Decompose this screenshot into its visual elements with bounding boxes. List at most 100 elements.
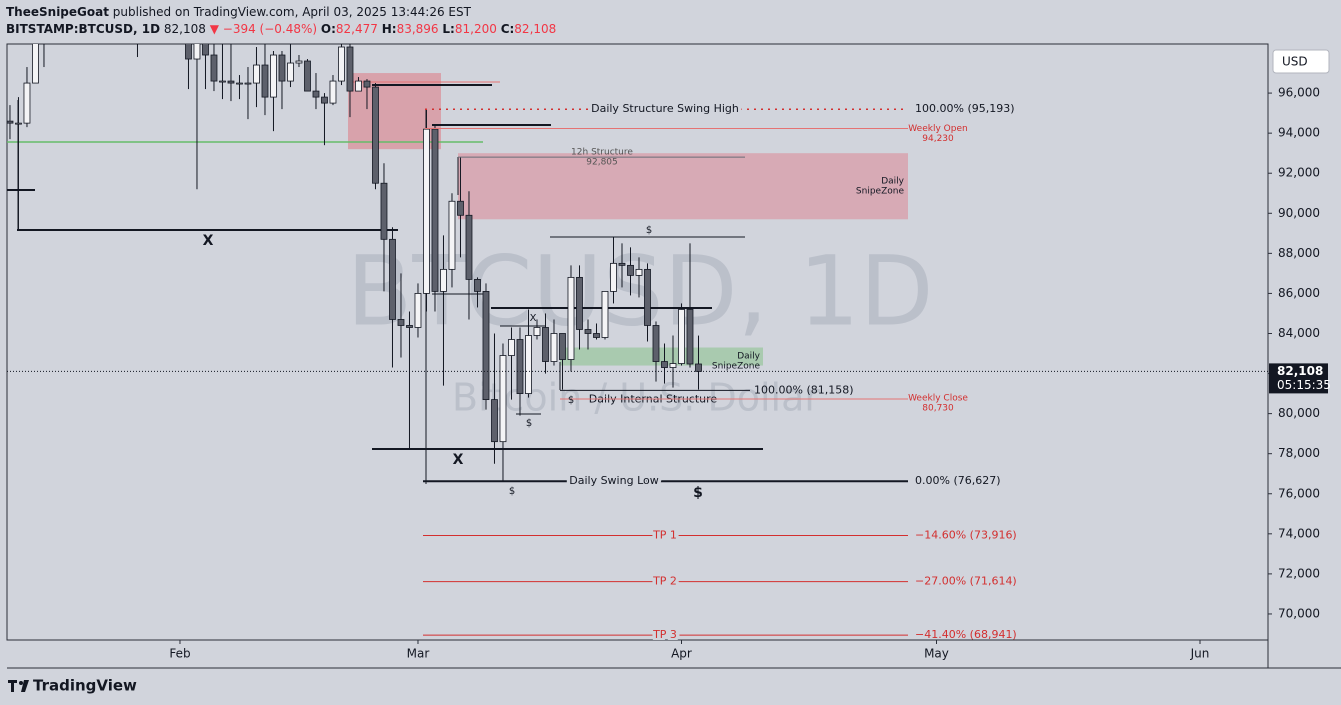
level-label: 94,230	[922, 134, 954, 144]
plot-area	[6, 43, 1269, 641]
candle-body	[397, 319, 405, 326]
candle-body	[593, 333, 600, 338]
drawing-symbol: $	[693, 485, 703, 501]
candle-body	[567, 276, 575, 360]
level-label: 100.00% (81,158)	[754, 383, 854, 396]
last-price-tag	[1269, 363, 1328, 394]
candle-body	[261, 64, 269, 98]
y-tick-label: 80,000	[1278, 406, 1320, 420]
candle-body	[601, 291, 609, 338]
candle-body	[312, 90, 320, 98]
x-tick-label: Mar	[407, 647, 430, 661]
y-tick-label: 76,000	[1278, 486, 1320, 500]
level-name: Daily Structure Swing High	[591, 102, 739, 115]
candle-body	[15, 122, 22, 125]
candle-body	[669, 363, 677, 368]
drawing-symbol: $	[568, 395, 574, 406]
candle-body	[193, 44, 201, 60]
candle-body	[278, 54, 286, 82]
zone-label: SnipeZone	[712, 362, 761, 372]
candle-body	[329, 80, 337, 104]
candle-body	[457, 200, 464, 216]
l-label: L:	[442, 22, 455, 36]
countdown: 05:15:35	[1277, 378, 1331, 392]
candle-body	[219, 80, 226, 83]
candle-body	[227, 80, 235, 84]
currency-button[interactable]	[1272, 49, 1330, 74]
drawing-symbol: $	[646, 225, 652, 236]
published: published on TradingView.com, April 03, …	[112, 5, 471, 19]
candle-body	[7, 120, 14, 124]
candle-body	[542, 327, 549, 362]
candle-body	[499, 355, 507, 443]
level-name: Daily Swing Low	[569, 474, 658, 487]
candle-body	[287, 62, 294, 82]
candle-body	[304, 60, 311, 92]
candle-body	[32, 44, 39, 84]
currency-label[interactable]: USD	[1282, 55, 1308, 69]
level-name: TP 3	[652, 628, 677, 641]
candle-body	[414, 293, 422, 328]
candle-body	[346, 46, 354, 92]
drawing-symbol: X	[203, 233, 214, 249]
candle-body	[253, 64, 260, 84]
x-tick-label: Feb	[169, 647, 190, 661]
candle-body	[355, 80, 362, 92]
zone	[560, 347, 763, 366]
zone-label: Daily	[881, 177, 904, 187]
level-name: Weekly Open	[908, 124, 967, 134]
candle-body	[482, 291, 490, 400]
candle-body	[686, 309, 694, 365]
y-tick-label: 90,000	[1278, 206, 1320, 220]
tradingview-logo	[8, 680, 29, 692]
candle-body	[295, 60, 303, 64]
level-label: 92,805	[586, 158, 618, 168]
candle-body	[363, 80, 371, 88]
candle-body	[644, 268, 651, 326]
candle-body	[406, 325, 413, 328]
candle-body	[372, 86, 379, 184]
footer-brand: TradingView	[33, 677, 137, 695]
open: 82,477	[335, 22, 378, 36]
level-name: Weekly Close	[908, 393, 968, 403]
change: ▼ −394 (−0.48%)	[209, 22, 318, 36]
candle-body	[338, 46, 345, 82]
low: 81,200	[454, 22, 497, 36]
high: 83,896	[396, 22, 439, 36]
y-tick-label: 72,000	[1278, 566, 1320, 580]
candle-body	[652, 325, 660, 362]
candle-body	[695, 363, 702, 372]
y-tick-label: 92,000	[1278, 166, 1320, 180]
candle-body	[270, 54, 277, 98]
candle-body	[584, 329, 592, 334]
header-line-1: TheeSnipeGoat published on TradingView.c…	[6, 4, 556, 21]
c-label: C:	[500, 22, 515, 36]
candle-body	[177, 0, 183, 1]
y-tick-label: 70,000	[1278, 606, 1320, 620]
level-name: 12h Structure	[571, 148, 633, 158]
symbol: BITSTAMP:BTCUSD, 1D	[6, 22, 161, 36]
level-name: TP 2	[652, 575, 677, 588]
level-label: 80,730	[922, 403, 954, 413]
candle-body	[448, 200, 456, 270]
zone-label: Daily	[737, 352, 760, 362]
level-label: −14.60% (73,916)	[915, 529, 1017, 542]
level-label: 0.00% (76,627)	[915, 474, 1001, 487]
y-tick-label: 88,000	[1278, 246, 1320, 260]
drawing-symbol: X	[530, 313, 537, 324]
candle-body	[618, 262, 626, 266]
candle-body	[244, 82, 252, 85]
y-tick-label: 86,000	[1278, 286, 1320, 300]
y-tick-label: 84,000	[1278, 326, 1320, 340]
candle-body	[185, 44, 192, 60]
last-price-label: 82,108	[1277, 364, 1323, 378]
candle-body	[525, 335, 532, 394]
o-label: O:	[320, 22, 336, 36]
price: 82,108	[163, 22, 206, 36]
close: 82,108	[514, 22, 557, 36]
drawing-symbol: X	[453, 452, 464, 468]
h-label: H:	[381, 22, 397, 36]
watermark-subtitle: Bitcoin / U.S. Dollar	[452, 376, 820, 420]
